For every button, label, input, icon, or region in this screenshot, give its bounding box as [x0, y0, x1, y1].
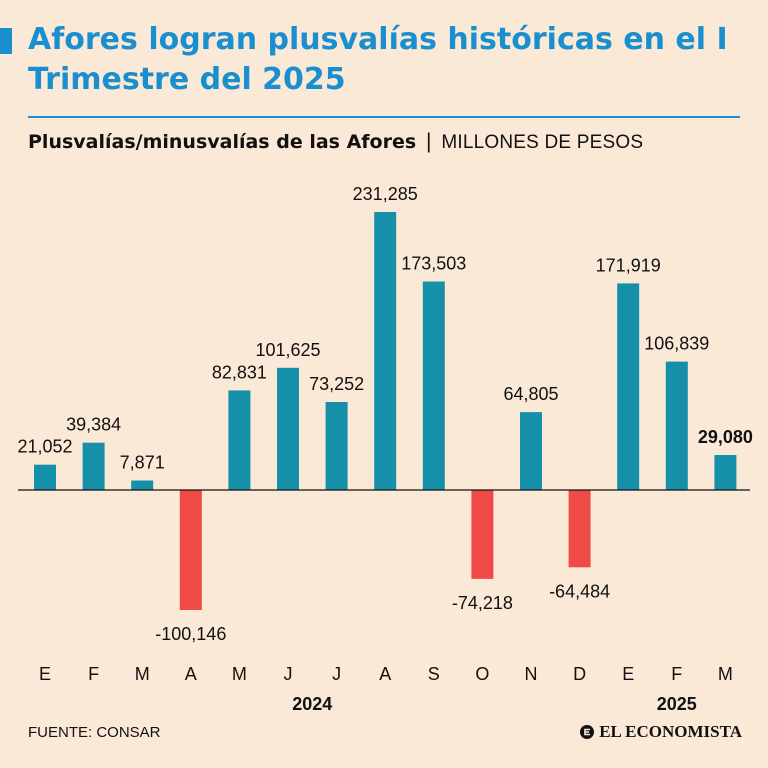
year-label-2: 2025	[657, 694, 697, 714]
brand-e-icon	[580, 725, 595, 739]
data-label-2: 39,384	[66, 415, 121, 435]
data-label-3: 7,871	[120, 453, 165, 473]
title-divider	[28, 116, 740, 118]
x-tick-label-2: F	[88, 664, 99, 684]
bar-1	[34, 464, 56, 490]
data-label-11: 64,805	[503, 384, 558, 404]
x-tick-label-14: F	[671, 664, 682, 684]
data-label-15: 29,080	[698, 427, 753, 447]
bar-6	[277, 367, 299, 490]
data-label-12: -64,484	[549, 581, 610, 601]
brand-name: EL ECONOMISTA	[599, 722, 742, 741]
data-label-8: 231,285	[353, 184, 418, 204]
x-tick-label-6: J	[284, 664, 293, 684]
x-tick-label-13: E	[622, 664, 634, 684]
bar-5	[228, 390, 251, 490]
brand-logo: EL ECONOMISTA	[579, 722, 742, 742]
source-note: FUENTE: CONSAR	[28, 724, 161, 741]
x-tick-label-9: S	[428, 664, 440, 684]
x-tick-label-1: E	[39, 664, 51, 684]
x-tick-label-7: J	[332, 664, 341, 684]
bar-9	[422, 281, 445, 490]
bar-4	[179, 490, 202, 610]
x-tick-label-12: D	[573, 664, 586, 684]
bar-3	[131, 480, 154, 490]
chart-subtitle: Plusvalías/minusvalías de las Afores | M…	[28, 130, 643, 154]
data-label-13: 171,919	[596, 255, 661, 275]
subtitle-separator: |	[426, 130, 432, 153]
bar-15	[714, 455, 737, 490]
subtitle-units: MILLONES DE PESOS	[441, 132, 644, 153]
x-tick-label-5: M	[232, 664, 247, 684]
data-label-6: 101,625	[255, 340, 320, 360]
subtitle-main: Plusvalías/minusvalías de las Afores	[28, 131, 417, 153]
bar-12	[568, 490, 591, 568]
bar-11	[520, 412, 542, 490]
data-label-4: -100,146	[155, 624, 226, 644]
bar-14	[665, 361, 688, 490]
bar-2	[82, 442, 105, 490]
bar-10	[471, 490, 494, 579]
chart-title: Afores logran plusvalías históricas en e…	[28, 22, 728, 97]
x-tick-label-8: A	[379, 664, 391, 684]
data-label-7: 73,252	[309, 374, 364, 394]
bar-13	[617, 283, 640, 490]
data-label-9: 173,503	[401, 254, 466, 274]
year-label-1: 2024	[292, 694, 332, 714]
bar-8	[374, 212, 397, 490]
data-label-14: 106,839	[644, 334, 709, 354]
x-tick-label-15: M	[718, 664, 733, 684]
title-accent-block	[0, 28, 12, 54]
data-label-1: 21,052	[17, 437, 72, 457]
x-tick-label-10: O	[475, 664, 489, 684]
x-tick-label-4: A	[185, 664, 197, 684]
bar-7	[325, 402, 348, 490]
data-label-10: -74,218	[452, 593, 513, 613]
data-label-5: 82,831	[212, 362, 267, 382]
x-tick-label-3: M	[135, 664, 150, 684]
x-tick-label-11: N	[525, 664, 538, 684]
